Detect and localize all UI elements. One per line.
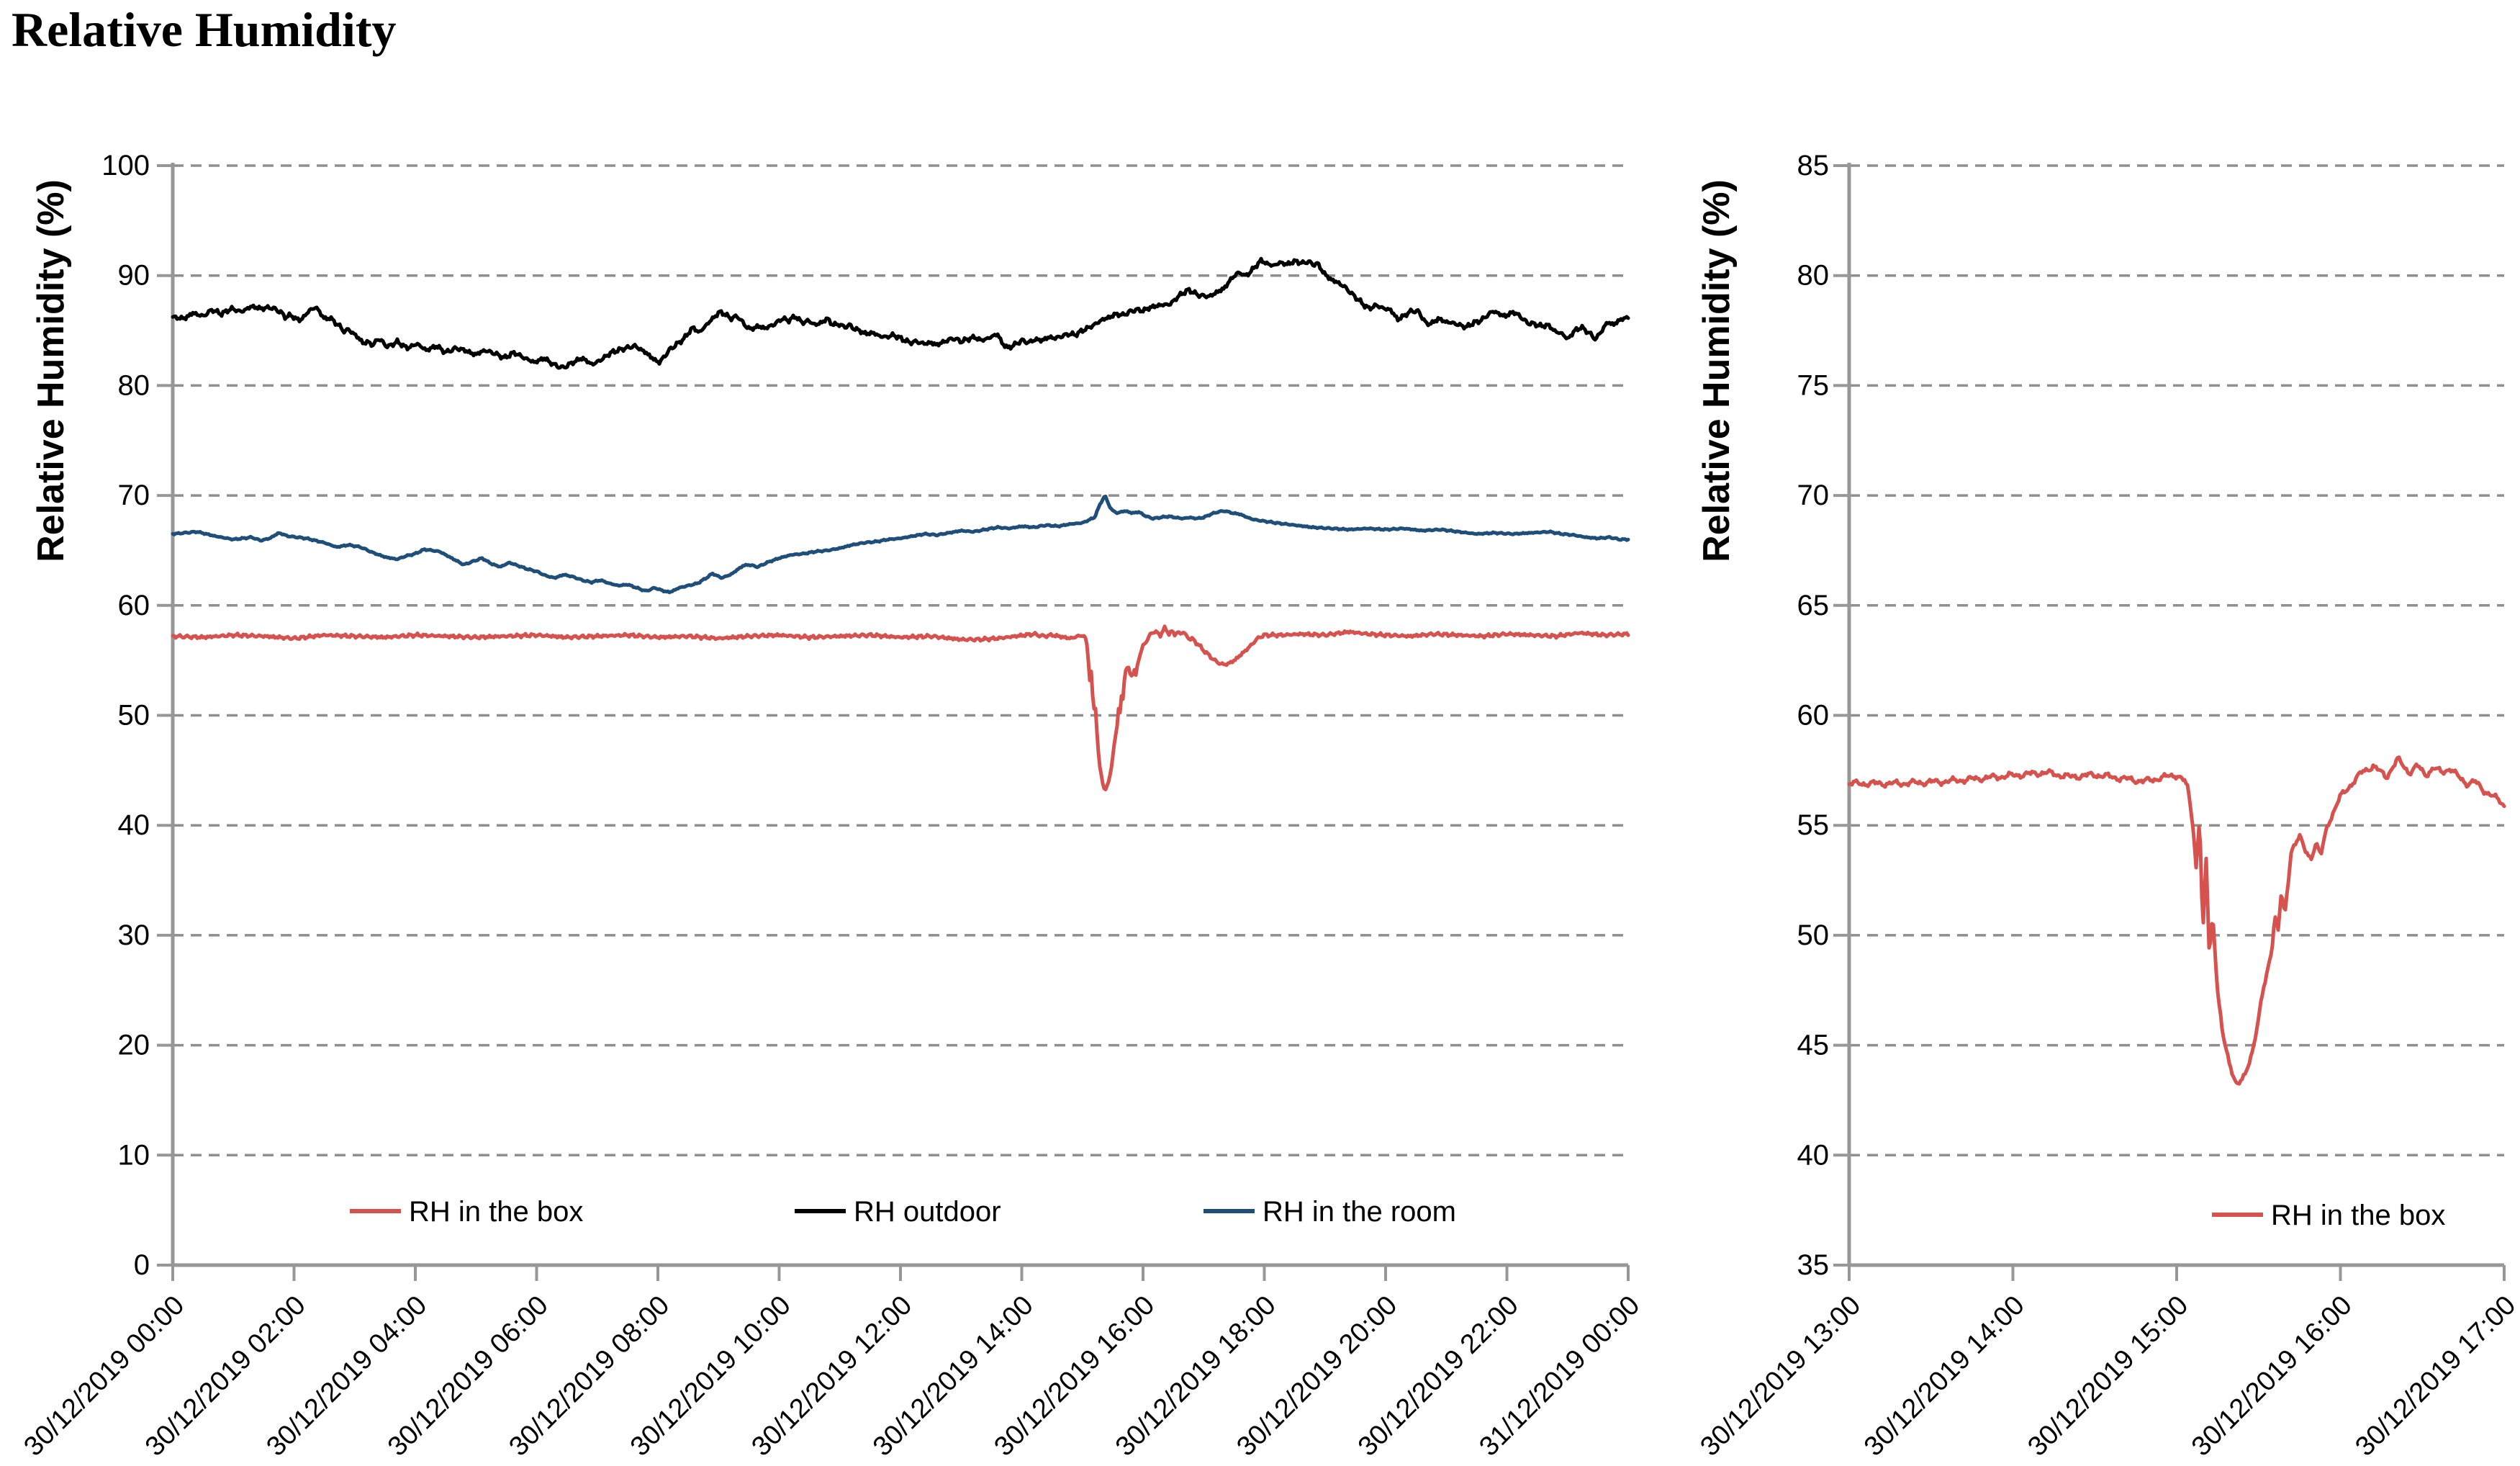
x-tick-label: 30/12/2019 15:00 xyxy=(2022,1290,2194,1462)
y-tick-label: 35 xyxy=(1797,1249,1830,1281)
series-line-rh-box xyxy=(1847,755,2506,1086)
legend-label-rh-box: RH in the box xyxy=(409,1196,583,1228)
y-tick-label: 50 xyxy=(118,700,150,732)
y-tick-label: 80 xyxy=(1797,260,1830,292)
legend-label-rh-outdoor: RH outdoor xyxy=(854,1196,1001,1228)
x-tick-label: 30/12/2019 14:00 xyxy=(1859,1290,2031,1462)
y-tick-label: 80 xyxy=(118,369,150,401)
legend-label-rh-room: RH in the room xyxy=(1263,1196,1456,1228)
y-tick-label: 40 xyxy=(118,809,150,841)
y-tick-label: 85 xyxy=(1797,150,1830,181)
y-tick-label: 60 xyxy=(118,590,150,621)
y-tick-label: 100 xyxy=(101,150,150,181)
y-tick-label: 70 xyxy=(118,480,150,511)
y-tick-label: 70 xyxy=(1797,480,1830,511)
y-tick-label: 10 xyxy=(118,1139,150,1171)
y-tick-label: 30 xyxy=(118,919,150,951)
y-tick-label: 0 xyxy=(134,1249,150,1281)
series-line-rh-outdoor xyxy=(171,256,1630,370)
x-tick-label: 30/12/2019 16:00 xyxy=(2186,1290,2358,1462)
series-line-rh-room xyxy=(171,495,1630,595)
y-tick-label: 55 xyxy=(1797,809,1830,841)
x-tick-label: 30/12/2019 13:00 xyxy=(1694,1290,1866,1462)
y-tick-label: 40 xyxy=(1797,1139,1830,1171)
y-tick-label: 60 xyxy=(1797,700,1830,732)
y-tick-label: 45 xyxy=(1797,1030,1830,1061)
legend-label-rh-box: RH in the box xyxy=(2271,1200,2445,1231)
y-tick-label: 20 xyxy=(118,1030,150,1061)
y-tick-label: 50 xyxy=(1797,919,1830,951)
y-tick-label: 90 xyxy=(118,260,150,292)
x-tick-label: 30/12/2019 17:00 xyxy=(2349,1290,2520,1462)
y-axis-title: Relative Humidity (%) xyxy=(30,179,72,562)
y-tick-label: 75 xyxy=(1797,369,1830,401)
series-line-rh-box xyxy=(171,624,1630,791)
y-tick-label: 65 xyxy=(1797,590,1830,621)
page-title: Relative Humidity xyxy=(12,2,397,57)
y-axis-title: Relative Humidity (%) xyxy=(1696,179,1738,562)
